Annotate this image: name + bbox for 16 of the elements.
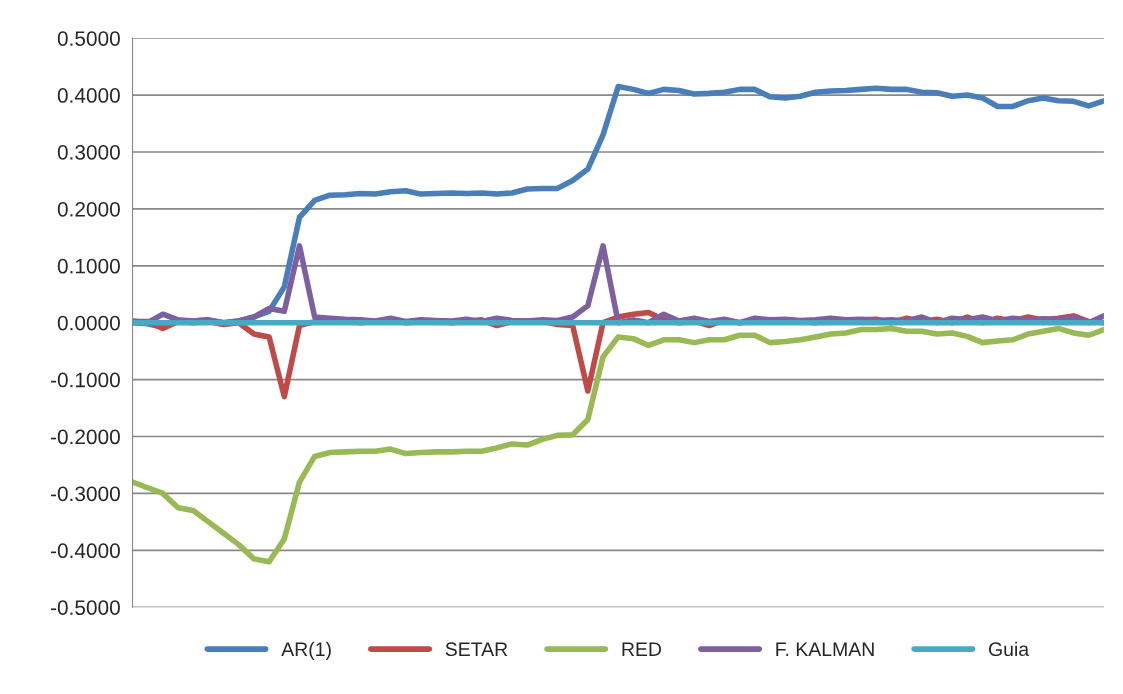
y-tick-label: 0.4000 bbox=[57, 88, 120, 103]
y-tick-label: 0.5000 bbox=[57, 31, 120, 46]
legend-label: Guia bbox=[989, 641, 1030, 657]
y-tick-label: -0.2000 bbox=[50, 429, 120, 445]
legend-label: F. KALMAN bbox=[776, 642, 874, 656]
y-tick-label: 0.1000 bbox=[57, 258, 120, 274]
y-tick-label: -0.5000 bbox=[50, 600, 120, 615]
y-tick-label: -0.1000 bbox=[50, 372, 120, 388]
legend-label: RED bbox=[622, 642, 662, 656]
y-tick-label: 0.0000 bbox=[57, 315, 120, 331]
y-tick-label: -0.4000 bbox=[50, 543, 120, 559]
legend-label: SETAR bbox=[445, 642, 508, 657]
y-tick-label: -0.3000 bbox=[50, 486, 120, 502]
legend-label: AR(1) bbox=[281, 641, 331, 660]
y-tick-label: 0.3000 bbox=[57, 144, 120, 160]
y-tick-label: 0.2000 bbox=[57, 201, 120, 217]
